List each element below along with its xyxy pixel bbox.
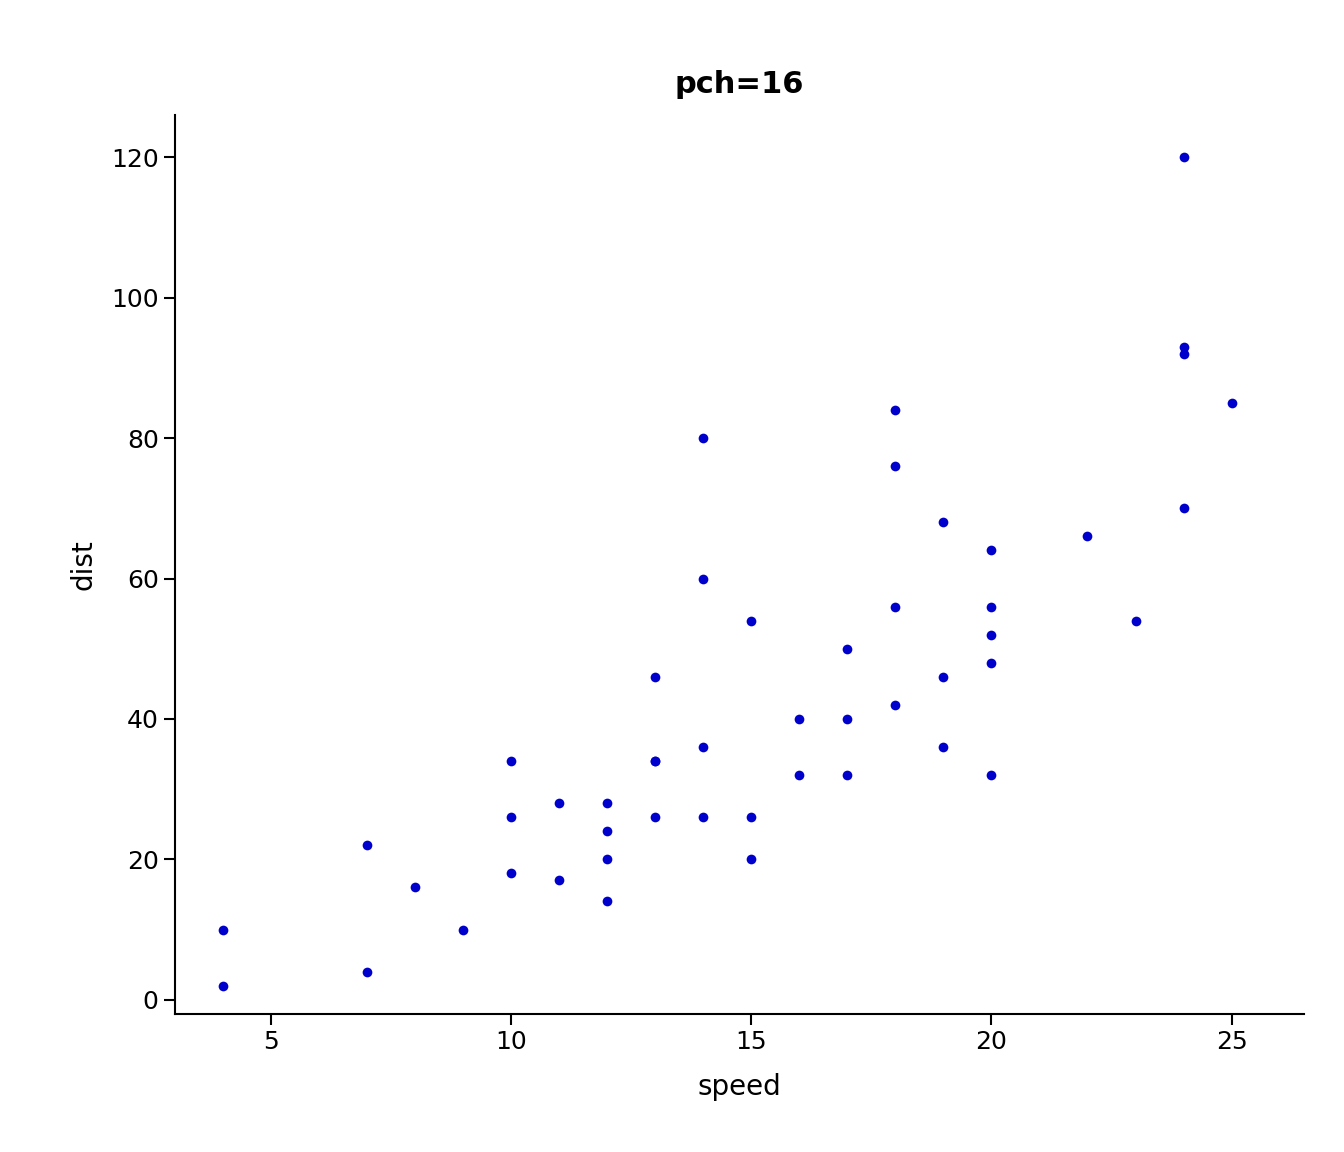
Point: [548, 871, 570, 889]
Point: [212, 920, 234, 939]
Point: [692, 429, 714, 447]
Point: [1173, 499, 1195, 517]
Point: [789, 766, 810, 785]
Point: [1125, 612, 1146, 630]
Point: [933, 513, 954, 531]
Point: [1077, 528, 1098, 546]
Point: [500, 864, 521, 882]
Point: [644, 752, 665, 771]
Title: pch=16: pch=16: [675, 70, 804, 99]
Point: [692, 737, 714, 756]
Point: [933, 737, 954, 756]
Point: [836, 639, 857, 658]
Point: [836, 710, 857, 728]
Point: [644, 668, 665, 687]
Point: [692, 569, 714, 588]
Point: [644, 752, 665, 771]
Point: [884, 696, 906, 714]
Point: [981, 766, 1003, 785]
Point: [884, 598, 906, 616]
Point: [1173, 344, 1195, 363]
Point: [597, 794, 618, 812]
Point: [981, 653, 1003, 672]
Point: [500, 752, 521, 771]
Point: [356, 962, 378, 980]
Point: [1220, 394, 1242, 412]
Point: [741, 612, 762, 630]
Point: [212, 977, 234, 995]
Point: [933, 668, 954, 687]
Point: [836, 766, 857, 785]
Point: [548, 794, 570, 812]
Point: [1173, 149, 1195, 167]
Point: [452, 920, 473, 939]
Point: [741, 850, 762, 869]
Point: [597, 892, 618, 910]
Y-axis label: dist: dist: [69, 539, 97, 590]
Point: [981, 626, 1003, 644]
Point: [644, 808, 665, 826]
Point: [692, 808, 714, 826]
Point: [884, 401, 906, 419]
Point: [789, 710, 810, 728]
Point: [405, 878, 426, 896]
Point: [981, 598, 1003, 616]
Point: [500, 808, 521, 826]
Point: [1173, 338, 1195, 356]
Point: [741, 808, 762, 826]
Point: [356, 836, 378, 855]
Point: [981, 541, 1003, 560]
X-axis label: speed: speed: [698, 1074, 781, 1101]
Point: [884, 457, 906, 476]
Point: [597, 823, 618, 841]
Point: [597, 850, 618, 869]
